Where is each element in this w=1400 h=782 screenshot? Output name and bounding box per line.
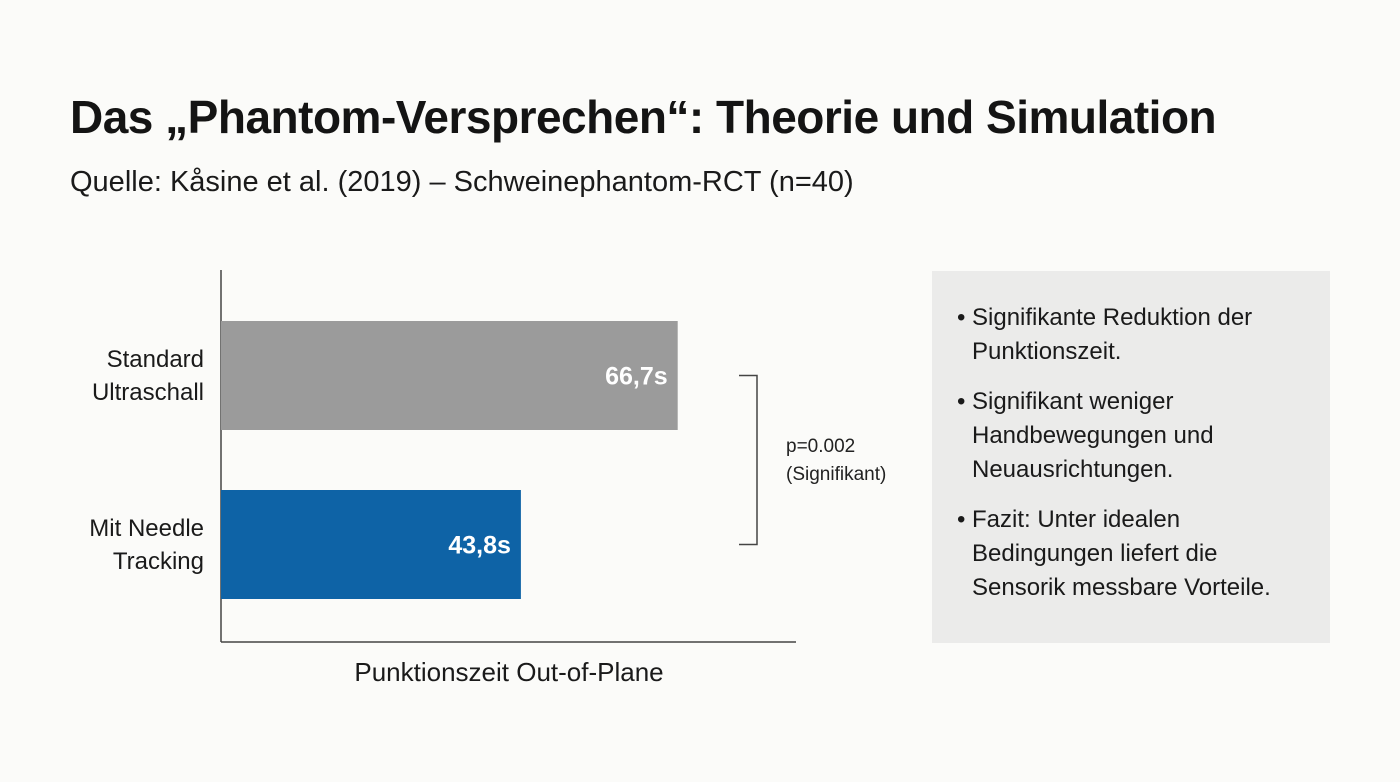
- significance-label-line-1: p=0.002: [786, 436, 855, 457]
- bar-2: [221, 490, 521, 599]
- info-bullet-item: • Signifikant weniger Handbewegungen und …: [957, 385, 1308, 487]
- category-label-1-line-1: Standard: [107, 346, 204, 373]
- significance-bracket: [739, 374, 758, 546]
- info-bullet-text: Signifikante Reduktion der Punktionszeit…: [972, 304, 1253, 365]
- info-list: • Signifikante Reduktion der Punktionszei…: [957, 301, 1308, 605]
- bullet-icon: •: [957, 388, 966, 415]
- category-label-2-line-1: Mit Needle: [89, 515, 204, 542]
- bullet-icon: •: [957, 506, 966, 533]
- info-bullet-item: • Signifikante Reduktion der Punktionszei…: [957, 301, 1308, 369]
- category-label-1-line-2: Ultraschall: [92, 379, 204, 406]
- info-bullet-item: • Fazit: Unter idealen Bedingungen liefer…: [957, 503, 1308, 605]
- category-label-2-line-2: Tracking: [113, 548, 204, 575]
- bullet-icon: •: [957, 304, 966, 331]
- significance-label-line-2: (Signifikant): [786, 464, 886, 485]
- bar-value-label-1: 66,7s: [605, 363, 668, 391]
- info-box: • Signifikante Reduktion der Punktionszei…: [932, 271, 1330, 643]
- x-axis-title: Punktionszeit Out-of-Plane: [354, 657, 663, 687]
- bar-chart: 66,7s Standard Ultraschall 43,8s Mit Needle T…: [89, 270, 886, 687]
- info-bullet-text: Fazit: Unter idealen Bedingungen liefert…: [972, 506, 1271, 601]
- bar-1: [221, 321, 678, 430]
- info-bullet-text: Signifikant weniger Handbewegungen und N…: [972, 388, 1214, 483]
- slide-title: Das „Phantom-Versprechen“: Theorie und S…: [70, 91, 1217, 143]
- slide-subtitle: Quelle: Kåsine et al. (2019) – Schweinep…: [70, 166, 854, 198]
- bar-value-label-2: 43,8s: [448, 532, 511, 560]
